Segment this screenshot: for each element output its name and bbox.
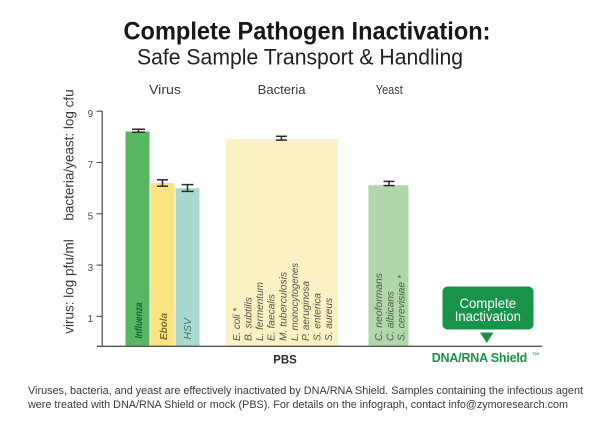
svg-text:DNA/RNA Shield: DNA/RNA Shield [432, 351, 528, 365]
svg-text:Complete Pathogen Inactivation: Complete Pathogen Inactivation: [124, 18, 491, 46]
svg-text:E. coli *: E. coli * [232, 307, 243, 341]
svg-text:S. enterica: S. enterica [313, 293, 324, 341]
svg-text:7: 7 [88, 160, 94, 171]
svg-text:Inactivation: Inactivation [455, 308, 521, 324]
svg-text:HSV: HSV [182, 317, 194, 339]
svg-text:L. monocytogenes: L. monocytogenes [290, 263, 301, 341]
svg-text:PBS: PBS [273, 352, 297, 366]
svg-text:5: 5 [88, 212, 94, 223]
svg-text:P. aeruginosa: P. aeruginosa [301, 281, 312, 341]
svg-text:™: ™ [532, 351, 540, 360]
svg-text:B. subtilis: B. subtilis [244, 297, 255, 341]
svg-text:S. aureus: S. aureus [324, 298, 335, 341]
svg-text:S. cerevisiae *: S. cerevisiae * [396, 274, 408, 341]
svg-text:M. tuberculosis: M. tuberculosis [278, 272, 289, 341]
svg-text:9: 9 [88, 109, 94, 120]
svg-text:virus: log pfu/ml: virus: log pfu/ml [62, 239, 77, 334]
svg-text:bacteria/yeast: log cfu: bacteria/yeast: log cfu [62, 89, 77, 220]
svg-text:L. fermentum: L. fermentum [255, 282, 266, 341]
svg-text:1: 1 [88, 314, 94, 325]
svg-text:Viruses, bacteria, and yeast a: Viruses, bacteria, and yeast are effecti… [28, 385, 583, 397]
svg-text:C. neoformans: C. neoformans [373, 272, 385, 341]
svg-text:Influenza: Influenza [133, 302, 145, 338]
svg-text:Ebola: Ebola [158, 313, 170, 340]
svg-text:Yeast: Yeast [376, 83, 403, 97]
svg-text:3: 3 [88, 263, 94, 274]
svg-text:C. albicans: C. albicans [384, 290, 396, 341]
svg-text:Complete: Complete [460, 295, 517, 311]
svg-text:were treated with DNA/RNA Shie: were treated with DNA/RNA Shield or mock… [27, 399, 568, 411]
svg-text:E. faecalis: E. faecalis [267, 294, 278, 341]
svg-text:Virus: Virus [149, 82, 182, 97]
svg-text:Safe Sample Transport & Handli: Safe Sample Transport & Handling [137, 45, 463, 70]
svg-text:Bacteria: Bacteria [258, 82, 307, 97]
